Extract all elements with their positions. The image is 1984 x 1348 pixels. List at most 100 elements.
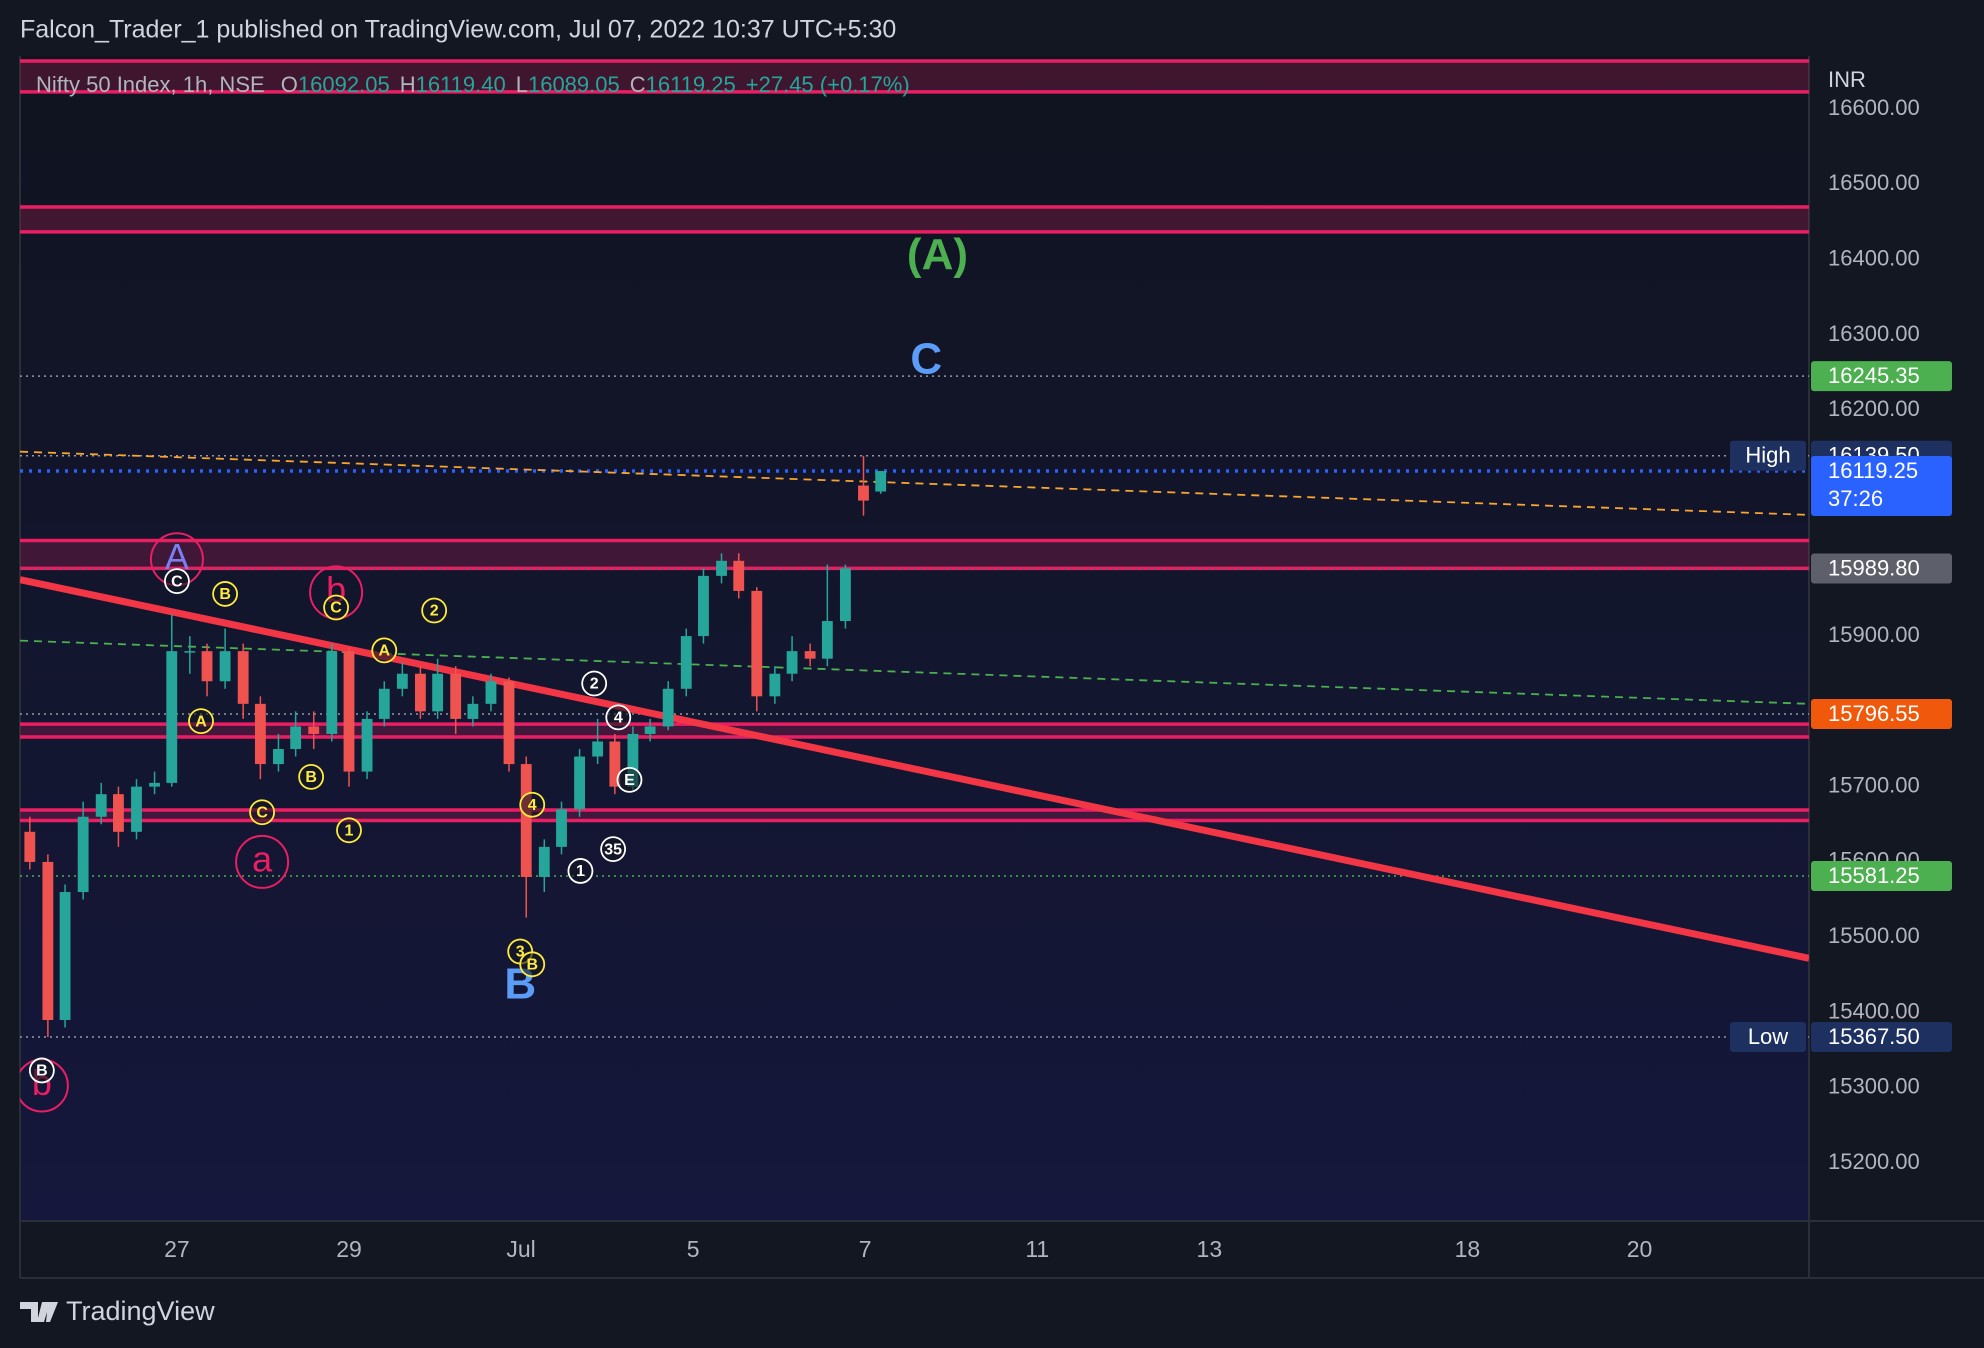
candle-body [538, 846, 550, 877]
candle-body [254, 703, 266, 765]
currency: INR [1828, 67, 1866, 92]
candle-body [166, 651, 178, 783]
candle-body [520, 764, 532, 877]
resistance-zone [20, 60, 1809, 92]
wave-label: (A) [907, 230, 968, 279]
y-tick-label: 16300.00 [1828, 321, 1920, 346]
candle-body [875, 471, 887, 492]
wave-label: 2 [581, 670, 608, 697]
candle-body [485, 681, 497, 704]
wave-circle [28, 1057, 55, 1084]
wave-circle [581, 670, 608, 697]
price-label-box [1811, 698, 1952, 729]
wave-label: a [235, 834, 290, 889]
ohlc-value: 16119.40 [416, 72, 506, 97]
wave-label: C [910, 335, 942, 384]
y-tick-label: 15400.00 [1828, 998, 1920, 1023]
wave-label: 35 [600, 836, 627, 863]
price-label: 15989.80 [1828, 555, 1920, 580]
ohlc-legend: Nifty 50 Index, 1h, NSE O16092.05 H16119.… [36, 72, 910, 97]
y-tick-label: 15700.00 [1828, 772, 1920, 797]
candle-body [201, 651, 213, 682]
candle-body [627, 733, 639, 787]
candle-body [804, 651, 816, 659]
wave-circle [616, 766, 643, 793]
wave-label: 1 [567, 858, 594, 884]
price-label-box [1811, 553, 1952, 584]
wave-label: 4 [605, 704, 632, 731]
wave-label: A [371, 637, 398, 664]
candle-body [361, 718, 373, 772]
price-label: 15367.50 [1828, 1024, 1920, 1049]
candle-body [769, 673, 781, 697]
resistance-zone [20, 540, 1809, 569]
wave-label-text: a [252, 838, 273, 879]
candle-body [326, 651, 338, 734]
wave-label-text: C [256, 804, 268, 821]
candle-body [113, 794, 124, 832]
candle-body [77, 816, 89, 893]
wave-label: B [298, 763, 325, 790]
candle-body [609, 741, 621, 787]
wave-label-text: A [378, 643, 390, 660]
wave-label-text: B [305, 769, 317, 786]
wave-label-text: 4 [614, 710, 623, 727]
wave-label: 2 [421, 597, 448, 624]
resistance-zone [20, 809, 1809, 821]
wave-circle [164, 568, 190, 595]
axis-layer: 15200.0015300.0015400.0015500.0015600.00… [164, 95, 1952, 1262]
candle-body [237, 651, 249, 704]
candle-body [662, 688, 674, 727]
price-label-box [1811, 1021, 1952, 1052]
wave-label-text: 2 [430, 603, 439, 620]
price-axis-panel [1809, 56, 1984, 1278]
candle-body [680, 636, 692, 689]
candle-body [24, 831, 36, 862]
wave-label-text: 2 [590, 676, 599, 693]
wave-label-text: (A) [907, 230, 968, 279]
wave-label-text: 1 [576, 863, 585, 880]
candle-body [219, 651, 231, 682]
resistance-zone [20, 724, 1809, 737]
price-tag: High [1745, 443, 1790, 468]
candle-body [467, 703, 479, 719]
candle-body [378, 688, 390, 719]
wave-label: 1 [336, 817, 362, 844]
ohlc-value: 16119.25 [646, 72, 736, 97]
y-tick-label: 16600.00 [1828, 95, 1920, 120]
ohlc-key: L [516, 72, 528, 97]
candle-body [59, 892, 71, 1021]
symbol: Nifty 50 Index, 1h, NSE [36, 72, 265, 97]
wave-label: B [519, 951, 546, 978]
y-tick-label: 16400.00 [1828, 246, 1920, 271]
wave-label-text: C [330, 600, 342, 617]
wave-circle [188, 708, 214, 735]
wave-label: C [249, 799, 276, 826]
y-tick-label: 15200.00 [1828, 1149, 1920, 1174]
brand-name: TradingView [66, 1296, 215, 1326]
candle-body [343, 651, 355, 772]
wave-label-text: B [36, 1063, 48, 1080]
ohlc-key: H [400, 72, 416, 97]
wave-circle [323, 594, 349, 621]
price-label-box [1811, 861, 1952, 892]
wave-label-text: B [526, 957, 538, 974]
wave-label-text: A [195, 713, 207, 730]
candle-body [786, 651, 798, 674]
ohlc-value: 16089.05 [528, 72, 620, 97]
candle-body [698, 575, 709, 637]
candle-body [592, 741, 604, 757]
brand-logo: TradingView [20, 1296, 215, 1326]
candle-body [858, 485, 869, 501]
ohlc-change: +27.45 (+0.17%) [746, 72, 910, 97]
trend-line [20, 450, 1809, 516]
price-label: 15796.55 [1828, 701, 1920, 726]
wave-label-text: B [219, 586, 231, 603]
candle-body [751, 590, 763, 697]
candle-body [644, 726, 656, 734]
wave-label-text: 1 [345, 823, 354, 840]
wave-label-text: E [624, 772, 635, 789]
x-tick-label: 20 [1627, 1236, 1653, 1262]
publish-title: Falcon_Trader_1 published on TradingView… [20, 16, 896, 44]
wave-circle [421, 597, 448, 624]
